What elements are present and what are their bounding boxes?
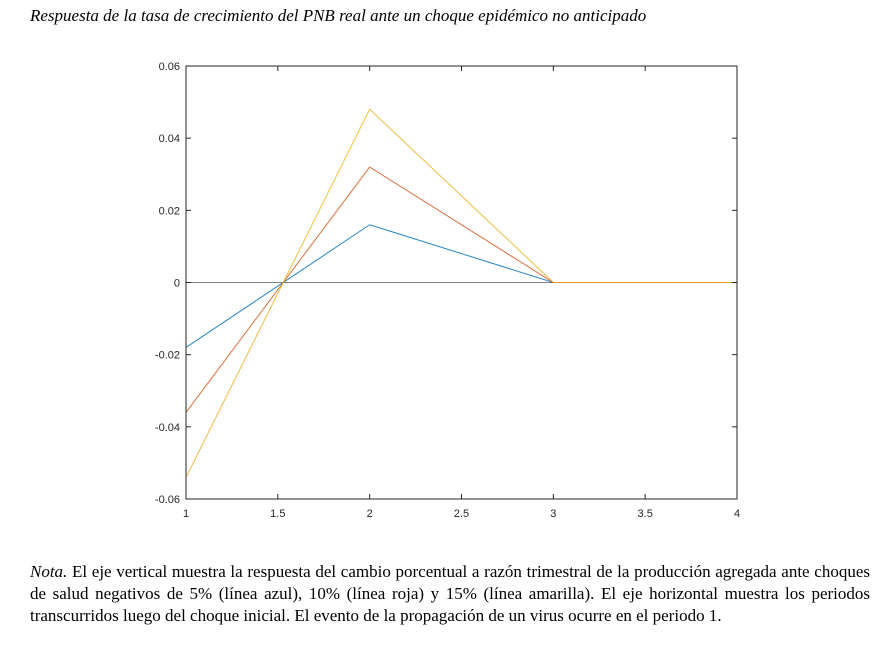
x-tick-label: 1	[183, 508, 189, 520]
series-line-1	[185, 224, 737, 348]
y-tick-label: 0.04	[159, 133, 180, 145]
y-tick-label: 0.02	[159, 205, 180, 217]
figure-note: Nota. El eje vertical muestra la respues…	[30, 561, 870, 627]
y-tick-label: 0	[174, 278, 180, 290]
y-tick-label: -0.02	[155, 350, 180, 362]
x-tick-label: 4	[734, 508, 740, 520]
figure-title: Respuesta de la tasa de crecimiento del …	[30, 6, 647, 25]
y-tick-label: -0.06	[155, 494, 180, 506]
series-line-2	[185, 166, 737, 413]
note-text: El eje vertical muestra la respuesta del…	[30, 562, 870, 625]
x-tick-label: 3.5	[638, 508, 653, 520]
y-tick-label: 0.06	[159, 61, 180, 73]
series-line-3	[185, 108, 737, 478]
x-tick-label: 1.5	[270, 508, 285, 520]
x-tick-label: 3	[550, 508, 556, 520]
x-tick-label: 2	[367, 508, 373, 520]
x-tick-label: 2.5	[454, 508, 469, 520]
line-chart: 1 1.5 2 2.5 3 3.5 4 -0.06 -0.04 -0.02 0 0.02 0.04 0.0…	[155, 61, 740, 520]
note-label: Nota.	[30, 562, 68, 581]
y-tick-label: -0.04	[155, 422, 180, 434]
